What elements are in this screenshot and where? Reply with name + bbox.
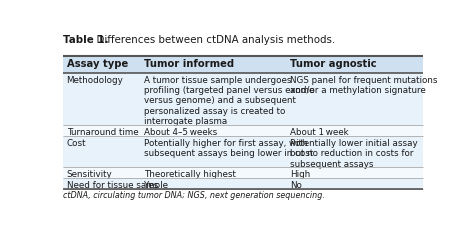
Bar [140, 125, 286, 136]
Text: Tumor informed: Tumor informed [144, 59, 234, 69]
Text: High: High [290, 170, 310, 179]
Text: About 1 week: About 1 week [290, 128, 348, 137]
Bar [63, 178, 140, 188]
Bar [140, 136, 286, 168]
Bar [63, 136, 140, 168]
Bar [140, 73, 286, 125]
Bar [63, 125, 140, 136]
Text: No: No [290, 181, 301, 190]
Text: Potentially lower initial assay
but no reduction in costs for
subsequent assays: Potentially lower initial assay but no r… [290, 139, 418, 169]
Text: Yes: Yes [144, 181, 158, 190]
Text: NGS panel for frequent mutations
and/or a methylation signature: NGS panel for frequent mutations and/or … [290, 76, 438, 95]
Text: Theoretically highest: Theoretically highest [144, 170, 236, 179]
Bar [286, 136, 423, 168]
Bar [140, 178, 286, 188]
Bar [63, 168, 140, 178]
Text: Tumor agnostic: Tumor agnostic [290, 59, 376, 69]
Text: Turnaround time: Turnaround time [66, 128, 138, 137]
Text: A tumor tissue sample undergoes
profiling (targeted panel versus exome
versus ge: A tumor tissue sample undergoes profilin… [144, 76, 314, 126]
Text: Table 1.: Table 1. [63, 35, 109, 45]
Bar [140, 56, 286, 73]
Text: Need for tissue sample: Need for tissue sample [66, 181, 168, 190]
Bar [286, 168, 423, 178]
Bar [63, 56, 140, 73]
Text: About 4–5 weeks: About 4–5 weeks [144, 128, 217, 137]
Bar [286, 125, 423, 136]
Bar [286, 73, 423, 125]
Text: Sensitivity: Sensitivity [66, 170, 112, 179]
Bar [140, 168, 286, 178]
Bar [63, 73, 140, 125]
Text: Assay type: Assay type [66, 59, 128, 69]
Text: Differences between ctDNA analysis methods.: Differences between ctDNA analysis metho… [90, 35, 335, 45]
Text: Methodology: Methodology [66, 76, 123, 85]
Bar [286, 56, 423, 73]
Bar [286, 178, 423, 188]
Text: ctDNA, circulating tumor DNA; NGS, next generation sequencing.: ctDNA, circulating tumor DNA; NGS, next … [63, 191, 325, 200]
Text: Potentially higher for first assay, with
subsequent assays being lower in cost: Potentially higher for first assay, with… [144, 139, 313, 158]
Text: Cost: Cost [66, 139, 86, 148]
